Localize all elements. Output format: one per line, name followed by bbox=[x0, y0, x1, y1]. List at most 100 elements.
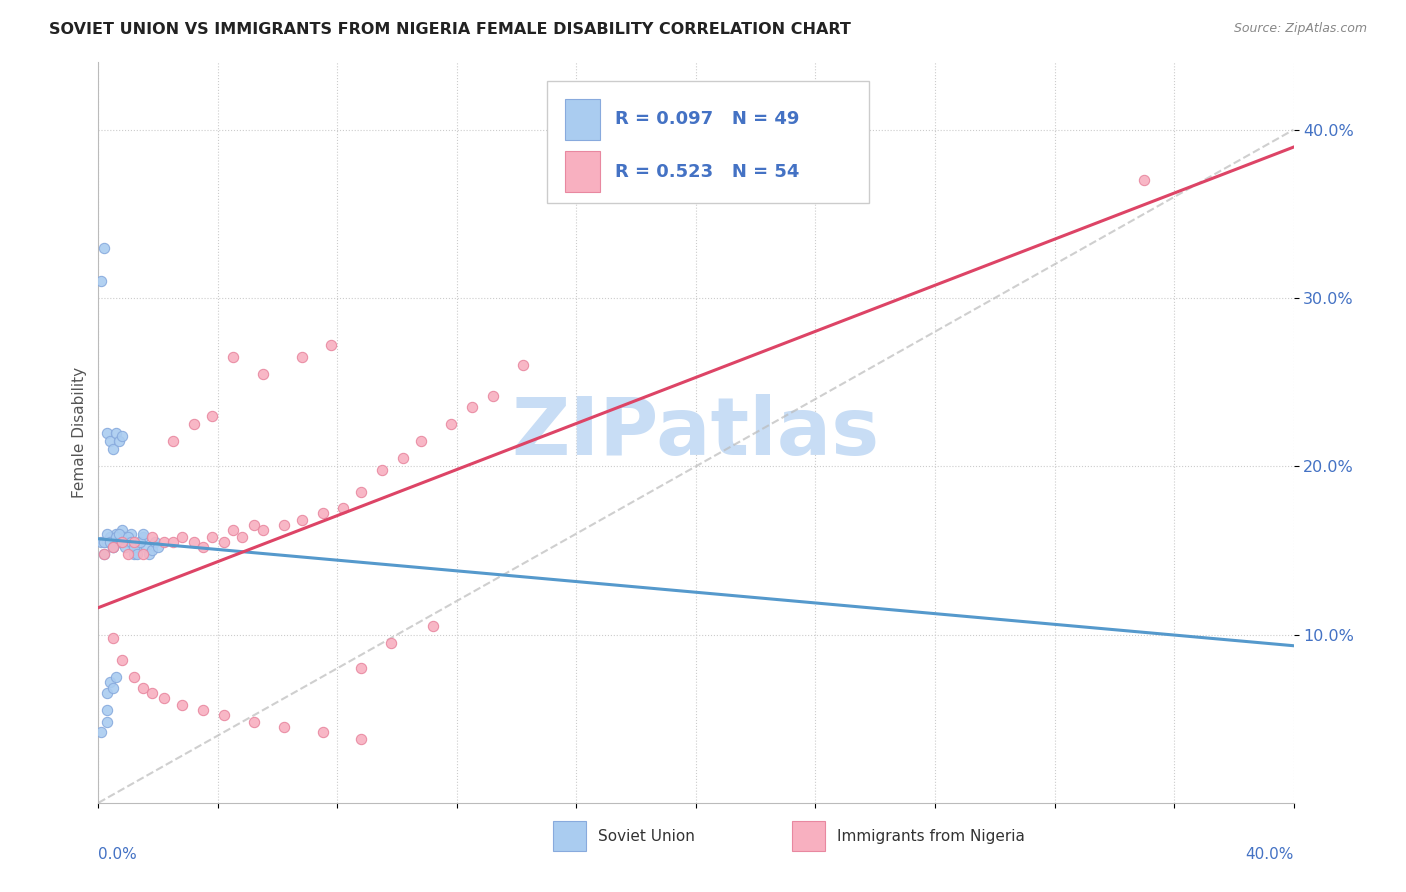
Text: Immigrants from Nigeria: Immigrants from Nigeria bbox=[837, 829, 1025, 844]
Point bbox=[120, 535, 142, 549]
Point bbox=[124, 547, 146, 561]
Point bbox=[98, 530, 122, 544]
Point bbox=[103, 442, 125, 457]
Text: 0.0%: 0.0% bbox=[98, 847, 138, 863]
Point bbox=[96, 714, 118, 729]
Point bbox=[172, 530, 194, 544]
Point bbox=[183, 417, 205, 432]
Point bbox=[96, 425, 118, 440]
Text: R = 0.523   N = 54: R = 0.523 N = 54 bbox=[614, 163, 799, 181]
Point bbox=[117, 530, 139, 544]
Point bbox=[153, 691, 176, 706]
Point bbox=[96, 703, 118, 717]
Bar bbox=[553, 822, 586, 851]
Text: Source: ZipAtlas.com: Source: ZipAtlas.com bbox=[1233, 22, 1367, 36]
Point bbox=[103, 681, 125, 696]
Point bbox=[114, 530, 136, 544]
Text: R = 0.097   N = 49: R = 0.097 N = 49 bbox=[614, 111, 799, 128]
Point bbox=[120, 526, 142, 541]
Point bbox=[90, 725, 112, 739]
Text: 40.0%: 40.0% bbox=[1246, 847, 1294, 863]
Point bbox=[129, 535, 152, 549]
Point bbox=[332, 501, 354, 516]
Point bbox=[148, 540, 170, 554]
Point bbox=[212, 708, 235, 723]
Point bbox=[172, 698, 194, 713]
Point bbox=[105, 526, 128, 541]
Point bbox=[143, 535, 166, 549]
Point bbox=[98, 535, 122, 549]
Point bbox=[1133, 173, 1156, 187]
Text: Soviet Union: Soviet Union bbox=[598, 829, 695, 844]
Point bbox=[291, 513, 314, 527]
Point bbox=[96, 526, 118, 541]
Point bbox=[93, 240, 115, 255]
Point bbox=[183, 535, 205, 549]
Point bbox=[108, 535, 131, 549]
Point bbox=[132, 681, 155, 696]
Point bbox=[108, 526, 131, 541]
Point bbox=[111, 535, 134, 549]
Point bbox=[311, 507, 333, 521]
Point bbox=[103, 540, 125, 554]
Point bbox=[392, 450, 415, 465]
Point bbox=[135, 540, 157, 554]
Point bbox=[350, 731, 373, 746]
Point bbox=[422, 619, 444, 633]
Point bbox=[311, 725, 333, 739]
Point bbox=[153, 535, 176, 549]
Point bbox=[105, 425, 128, 440]
Point bbox=[243, 518, 266, 533]
Point bbox=[222, 350, 245, 364]
Point bbox=[93, 535, 115, 549]
Point bbox=[440, 417, 463, 432]
Point bbox=[124, 535, 146, 549]
Text: ZIPatlas: ZIPatlas bbox=[512, 393, 880, 472]
Point bbox=[127, 540, 149, 554]
Point bbox=[291, 350, 314, 364]
Point bbox=[231, 530, 253, 544]
Point bbox=[141, 530, 163, 544]
Point bbox=[321, 338, 343, 352]
Point bbox=[273, 518, 295, 533]
Point bbox=[124, 540, 146, 554]
Point bbox=[103, 540, 125, 554]
Point bbox=[132, 530, 155, 544]
Point bbox=[90, 274, 112, 288]
Point bbox=[111, 653, 134, 667]
Point bbox=[350, 484, 373, 499]
Point bbox=[138, 547, 160, 561]
Point bbox=[111, 429, 134, 443]
Point bbox=[252, 523, 274, 537]
Point bbox=[162, 434, 184, 448]
Bar bbox=[792, 822, 825, 851]
Point bbox=[201, 530, 224, 544]
Point bbox=[90, 535, 112, 549]
Text: SOVIET UNION VS IMMIGRANTS FROM NIGERIA FEMALE DISABILITY CORRELATION CHART: SOVIET UNION VS IMMIGRANTS FROM NIGERIA … bbox=[49, 22, 851, 37]
Point bbox=[124, 670, 146, 684]
Point bbox=[411, 434, 433, 448]
Point bbox=[93, 547, 115, 561]
Y-axis label: Female Disability: Female Disability bbox=[72, 367, 87, 499]
Bar bbox=[565, 152, 600, 192]
Point bbox=[129, 535, 152, 549]
Point bbox=[117, 547, 139, 561]
Point bbox=[114, 540, 136, 554]
Point bbox=[96, 686, 118, 700]
Bar bbox=[565, 99, 600, 140]
Point bbox=[127, 547, 149, 561]
Point bbox=[141, 543, 163, 558]
Point bbox=[98, 434, 122, 448]
Point bbox=[371, 462, 394, 476]
Point bbox=[191, 703, 214, 717]
Point bbox=[141, 686, 163, 700]
Point bbox=[461, 401, 484, 415]
Point bbox=[111, 535, 134, 549]
FancyBboxPatch shape bbox=[547, 81, 869, 203]
Point bbox=[243, 714, 266, 729]
Point bbox=[512, 359, 534, 373]
Point bbox=[222, 523, 245, 537]
Point bbox=[132, 547, 155, 561]
Point bbox=[212, 535, 235, 549]
Point bbox=[98, 674, 122, 689]
